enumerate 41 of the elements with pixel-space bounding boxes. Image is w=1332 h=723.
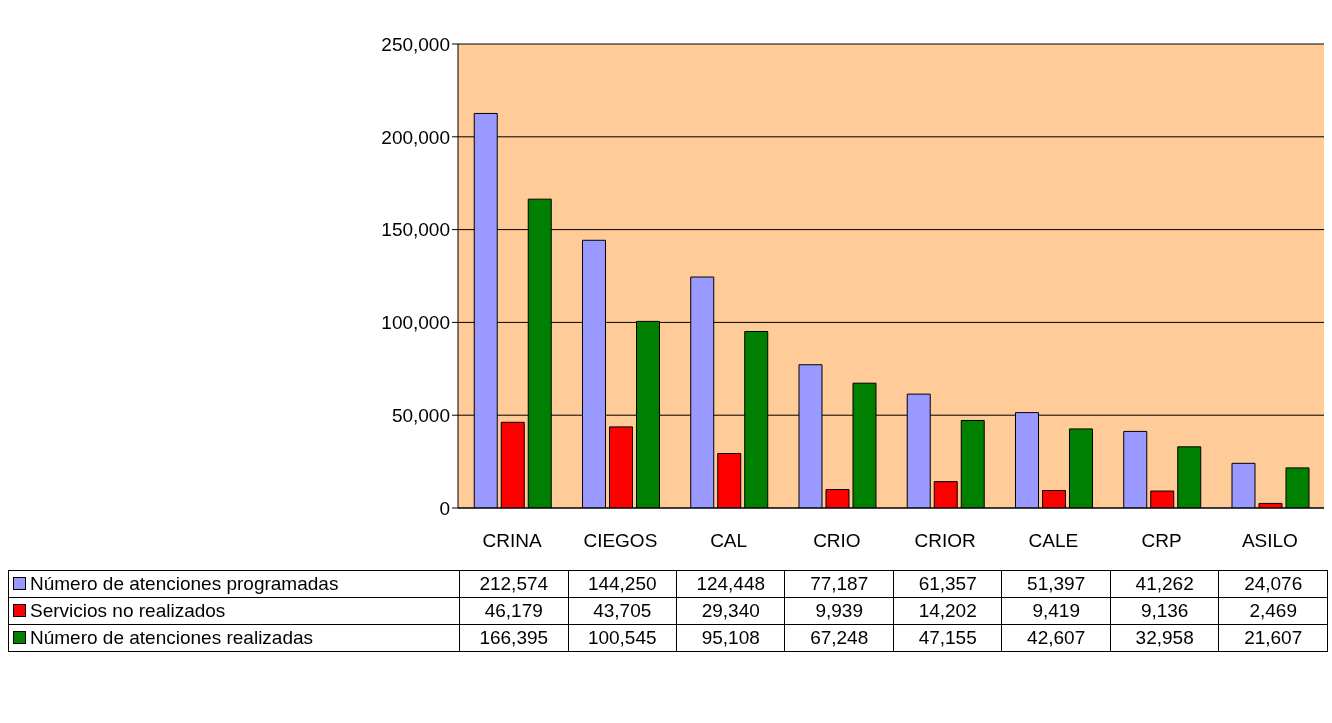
y-tick-label: 250,000 bbox=[381, 33, 450, 55]
y-tick-label: 200,000 bbox=[381, 126, 450, 148]
data-label: 9,419 bbox=[1001, 597, 1111, 625]
x-tick-label: CAL bbox=[710, 530, 748, 552]
x-tick-label: CIEGOS bbox=[583, 530, 658, 552]
data-label: 41,262 bbox=[1110, 570, 1219, 598]
data-label: 46,179 bbox=[459, 597, 568, 625]
data-label: 51,397 bbox=[1001, 570, 1111, 598]
y-tick-label: 100,000 bbox=[381, 312, 450, 334]
data-label: 100,545 bbox=[568, 624, 677, 652]
legend-label: Número de atenciones programadas bbox=[30, 573, 339, 594]
data-label: 47,155 bbox=[893, 624, 1002, 652]
data-label: 61,357 bbox=[893, 570, 1002, 598]
data-label: 24,076 bbox=[1218, 570, 1328, 598]
data-label: 14,202 bbox=[893, 597, 1002, 625]
x-tick-label: CRIO bbox=[813, 530, 861, 552]
legend-label: Número de atenciones realizadas bbox=[30, 627, 314, 648]
data-label: 95,108 bbox=[676, 624, 785, 652]
y-tick-label: 50,000 bbox=[391, 404, 450, 426]
data-label: 9,939 bbox=[784, 597, 894, 625]
data-label: 32,958 bbox=[1110, 624, 1219, 652]
data-label: 144,250 bbox=[568, 570, 677, 598]
data-label: 212,574 bbox=[459, 570, 568, 598]
x-tick-label: ASILO bbox=[1241, 530, 1298, 552]
y-tick-label: 0 bbox=[439, 497, 450, 519]
x-tick-label: CRINA bbox=[482, 530, 542, 552]
y-tick-label: 150,000 bbox=[381, 219, 450, 241]
data-label: 21,607 bbox=[1218, 624, 1328, 652]
x-tick-label: CRIOR bbox=[914, 530, 976, 552]
data-label: 166,395 bbox=[459, 624, 568, 652]
data-label: 2,469 bbox=[1218, 597, 1328, 625]
data-label: 29,340 bbox=[676, 597, 785, 625]
x-tick-label: CRP bbox=[1141, 530, 1182, 552]
data-label: 77,187 bbox=[784, 570, 894, 598]
x-tick-label: CALE bbox=[1028, 530, 1079, 552]
data-label: 43,705 bbox=[568, 597, 677, 625]
data-label: 124,448 bbox=[676, 570, 785, 598]
legend-label: Servicios no realizados bbox=[30, 600, 226, 621]
data-label: 9,136 bbox=[1110, 597, 1219, 625]
data-label: 42,607 bbox=[1001, 624, 1111, 652]
data-label: 67,248 bbox=[784, 624, 894, 652]
